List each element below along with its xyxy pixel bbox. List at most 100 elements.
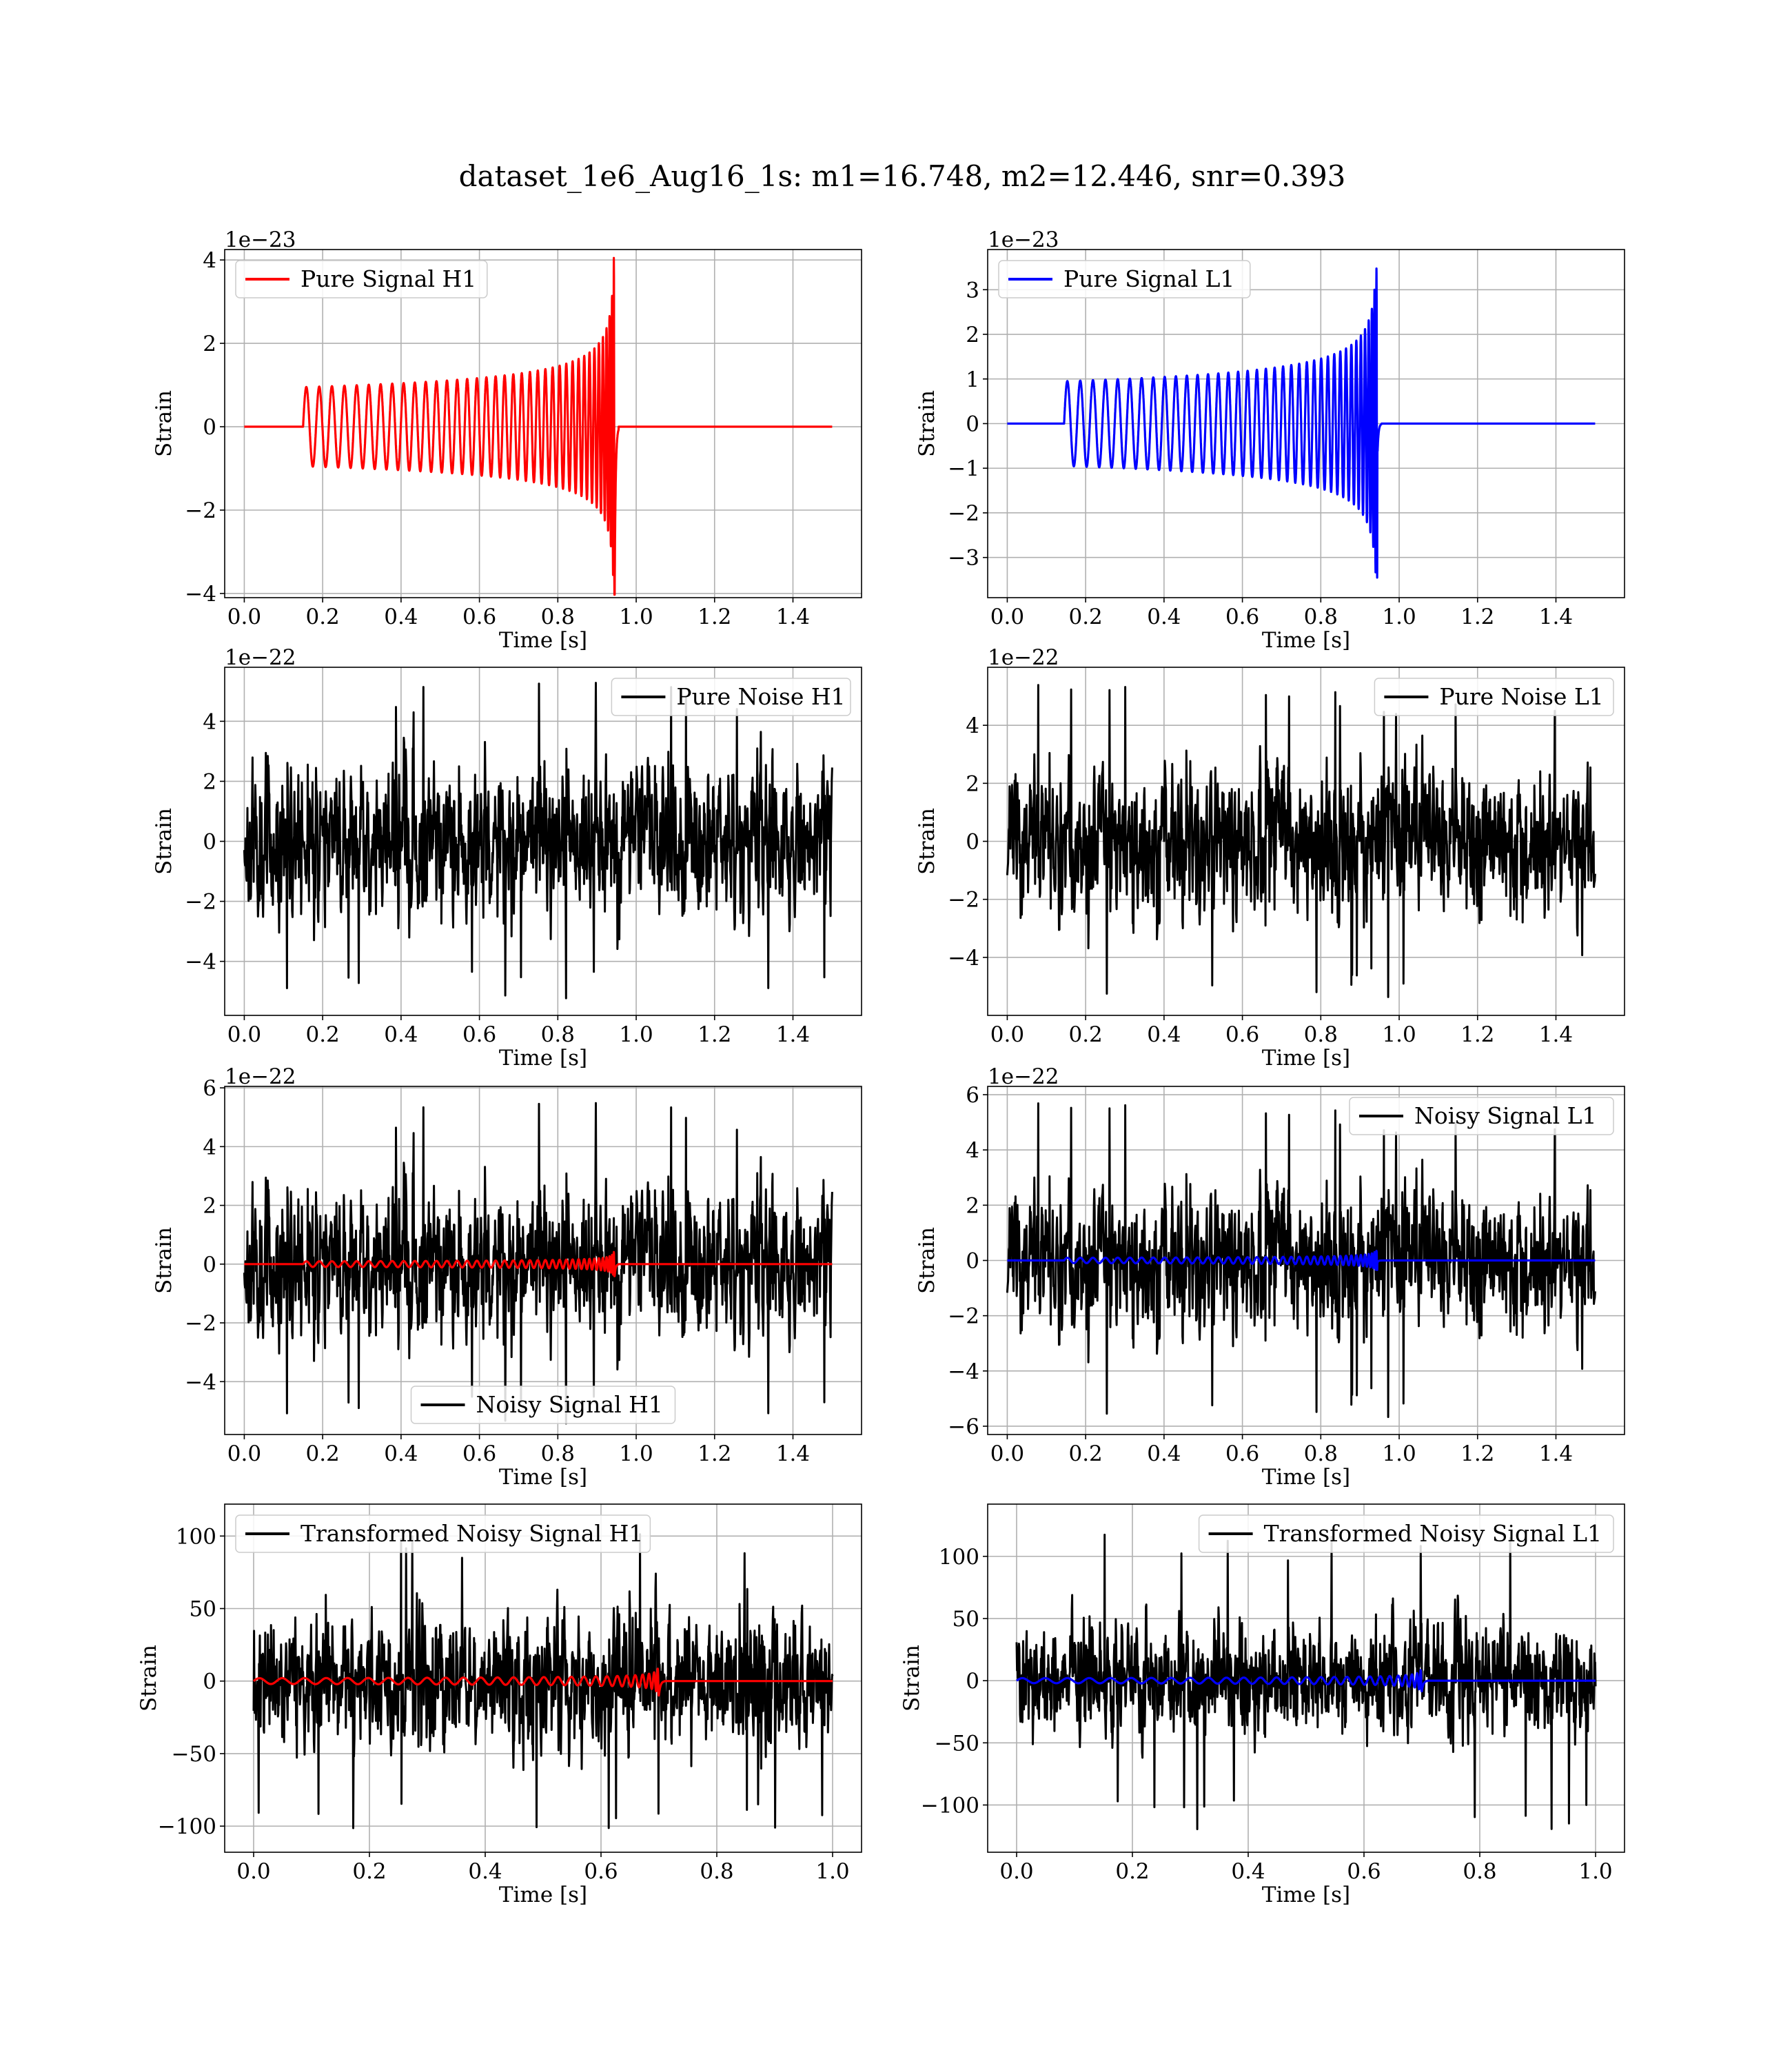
y-axis-label: Strain — [152, 390, 176, 457]
x-tick-label: 0.4 — [384, 605, 418, 629]
series-line-noisy-signal-l1 — [1006, 1102, 1596, 1419]
series-line-transformed-noisy-signal-l1 — [1015, 1533, 1597, 1830]
y-axis-label: Strain — [915, 1227, 939, 1294]
axes-frame — [224, 249, 862, 598]
y-tick-label: 1 — [966, 367, 979, 392]
y-tick-label: −4 — [185, 950, 216, 975]
legend: Noisy Signal H1 — [410, 1386, 676, 1424]
series-line-overlay-1 — [1006, 1250, 1596, 1271]
x-tick-label: 0.0 — [227, 605, 261, 629]
x-tick-label: 0.8 — [541, 1441, 575, 1466]
series-group — [243, 682, 833, 1000]
y-tick-label: 50 — [190, 1597, 216, 1622]
y-tick-label: −2 — [185, 890, 216, 915]
x-tick-label: 0.4 — [1147, 1441, 1181, 1466]
x-tick-label: 0.2 — [1068, 605, 1102, 629]
series-group — [1006, 684, 1596, 998]
y-tick-label: −50 — [935, 1731, 979, 1756]
x-tick-label: 0.4 — [468, 1859, 502, 1884]
x-tick-label: 0.2 — [1115, 1859, 1149, 1884]
y-tick-label: 0 — [966, 1669, 979, 1694]
y-tick-label: −4 — [185, 1370, 216, 1395]
y-tick-label: −2 — [185, 1311, 216, 1336]
offset-text: 1e−23 — [988, 227, 1059, 252]
x-tick-label: 0.8 — [1304, 605, 1338, 629]
x-axis-label: Time [s] — [499, 1465, 587, 1490]
x-tick-label: 1.0 — [619, 1441, 653, 1466]
legend-frame — [1349, 1097, 1614, 1135]
x-tick-label: 1.2 — [698, 1441, 731, 1466]
x-axis-label: Time [s] — [499, 628, 587, 653]
legend-label: Pure Signal L1 — [1063, 265, 1234, 292]
x-tick-label: 1.4 — [776, 1022, 810, 1047]
panel-5: 0.0 0.2 0.4 0.6 0.8 1.0 1.2 1.4 −4 −2 0 2 4 6 Time [s]… — [152, 1064, 862, 1490]
x-tick-label: 0.6 — [1225, 605, 1259, 629]
panel-8: 0.0 0.2 0.4 0.6 0.8 1.0 −100 −50 0 50 100 Time [s] S… — [899, 1503, 1625, 1907]
x-tick-label: 1.0 — [619, 605, 653, 629]
series-line-pure-signal-l1 — [1006, 267, 1596, 579]
y-tick-label: 0 — [203, 830, 216, 855]
x-axis-label: Time [s] — [1262, 1883, 1350, 1907]
x-tick-label: 0.0 — [990, 1441, 1024, 1466]
x-tick-label: 0.8 — [1304, 1022, 1338, 1047]
x-tick-label: 0.2 — [305, 605, 339, 629]
panel-7: 0.0 0.2 0.4 0.6 0.8 1.0 −100 −50 0 50 100 Time [s] S… — [136, 1503, 862, 1907]
series-group — [243, 1102, 833, 1425]
panel-6: 0.0 0.2 0.4 0.6 0.8 1.0 1.2 1.4 −6 −4 −2 0 2 4 6 Time [… — [915, 1064, 1625, 1490]
axes-frame — [987, 1503, 1625, 1853]
series-group — [1006, 267, 1596, 579]
panel-3: 0.0 0.2 0.4 0.6 0.8 1.0 1.2 1.4 −4 −2 0 2 4 Time [s] S… — [152, 645, 862, 1071]
legend: Pure Signal H1 — [235, 260, 488, 298]
x-tick-label: 1.4 — [1539, 1022, 1573, 1047]
x-axis-label: Time [s] — [499, 1883, 587, 1907]
y-tick-label: 0 — [203, 1670, 216, 1694]
legend-frame — [998, 260, 1251, 298]
panels: 0.0 0.2 0.4 0.6 0.8 1.0 1.2 1.4 −4 −2 0 2 4 Time [s] S… — [136, 227, 1625, 1907]
y-tick-label: −2 — [948, 501, 979, 526]
x-tick-label: 1.0 — [1382, 1022, 1416, 1047]
grid — [988, 1504, 1625, 1852]
y-tick-label: −2 — [948, 888, 979, 913]
legend-frame — [235, 260, 488, 298]
x-tick-label: 0.8 — [541, 605, 575, 629]
x-tick-label: 0.0 — [227, 1022, 261, 1047]
y-axis-label: Strain — [915, 390, 939, 457]
y-tick-label: 50 — [953, 1607, 979, 1632]
x-tick-label: 1.2 — [1460, 1441, 1494, 1466]
series-line-overlay-1 — [1015, 1669, 1597, 1692]
y-tick-label: −3 — [948, 546, 979, 571]
x-axis-label: Time [s] — [1262, 628, 1350, 653]
x-tick-label: 0.6 — [584, 1859, 618, 1884]
x-tick-label: 1.0 — [619, 1022, 653, 1047]
y-tick-label: −1 — [948, 456, 979, 481]
y-tick-label: 4 — [203, 248, 216, 273]
x-tick-label: 1.4 — [776, 1441, 810, 1466]
offset-text: 1e−22 — [225, 645, 296, 670]
series-line-pure-noise-l1 — [1006, 684, 1596, 998]
y-axis-label: Strain — [152, 1227, 176, 1294]
legend: Noisy Signal L1 — [1349, 1097, 1614, 1135]
legend-frame — [410, 1386, 676, 1424]
x-tick-label: 1.4 — [1539, 605, 1573, 629]
series-group — [1015, 1533, 1597, 1830]
y-tick-label: 2 — [966, 323, 979, 347]
panel-2: 0.0 0.2 0.4 0.6 0.8 1.0 1.2 1.4 −3 −2 −1 0 1 2 3 Time [… — [915, 227, 1625, 653]
x-tick-label: 0.8 — [541, 1022, 575, 1047]
x-tick-label: 1.4 — [776, 605, 810, 629]
x-tick-label: 0.6 — [1347, 1859, 1381, 1884]
x-tick-label: 0.8 — [700, 1859, 733, 1884]
y-tick-label: 3 — [966, 278, 979, 303]
legend-label: Noisy Signal L1 — [1414, 1102, 1597, 1129]
y-tick-label: 4 — [966, 1138, 979, 1163]
x-tick-label: 0.2 — [305, 1022, 339, 1047]
x-tick-label: 0.0 — [236, 1859, 270, 1884]
y-tick-label: 2 — [966, 1193, 979, 1218]
legend-label: Noisy Signal H1 — [476, 1391, 663, 1418]
legend-label: Pure Noise H1 — [676, 683, 845, 710]
y-axis-label: Strain — [915, 808, 939, 875]
legend: Transformed Noisy Signal L1 — [1198, 1514, 1614, 1553]
x-tick-label: 1.4 — [1539, 1441, 1573, 1466]
series-line-noisy-signal-h1 — [243, 1102, 833, 1425]
